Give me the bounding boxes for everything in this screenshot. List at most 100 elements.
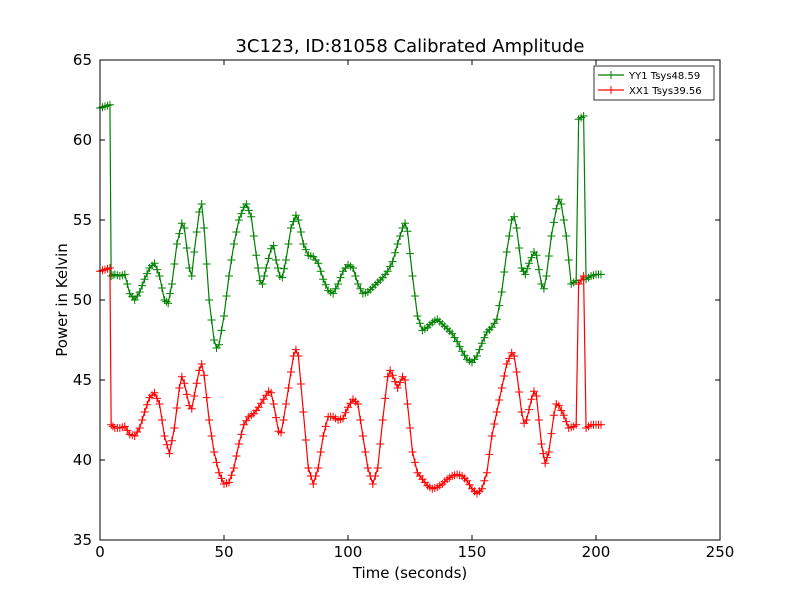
data-point bbox=[296, 228, 305, 236]
data-point bbox=[249, 232, 258, 240]
data-point bbox=[544, 252, 553, 260]
data-point bbox=[480, 476, 489, 485]
data-point bbox=[562, 232, 571, 240]
data-point bbox=[542, 272, 551, 280]
data-point bbox=[543, 453, 552, 462]
data-point bbox=[165, 449, 174, 458]
data-point bbox=[517, 264, 526, 272]
data-point bbox=[596, 420, 605, 429]
data-point bbox=[361, 448, 370, 456]
data-point bbox=[572, 420, 581, 429]
data-point bbox=[552, 204, 561, 213]
data-point bbox=[200, 371, 209, 380]
data-point bbox=[242, 200, 251, 208]
data-point bbox=[309, 480, 318, 488]
data-point bbox=[527, 253, 536, 262]
data-point bbox=[408, 448, 417, 456]
data-point bbox=[403, 400, 412, 408]
data-point bbox=[319, 432, 328, 440]
data-point bbox=[495, 301, 504, 310]
data-point bbox=[383, 372, 392, 381]
data-point bbox=[177, 372, 186, 381]
data-point bbox=[202, 260, 211, 268]
data-point bbox=[455, 342, 464, 351]
data-point bbox=[495, 396, 504, 404]
data-point bbox=[398, 224, 407, 232]
data-point bbox=[393, 240, 402, 248]
data-point bbox=[510, 352, 519, 360]
data-point bbox=[356, 416, 365, 424]
data-point bbox=[559, 216, 568, 224]
data-point bbox=[264, 254, 273, 263]
data-point bbox=[388, 371, 397, 380]
data-point bbox=[153, 265, 162, 274]
series-0 bbox=[96, 100, 605, 367]
data-point bbox=[358, 432, 367, 440]
data-point bbox=[517, 408, 526, 416]
data-point bbox=[167, 280, 176, 288]
data-point bbox=[525, 259, 534, 268]
data-point bbox=[197, 200, 206, 208]
data-point bbox=[269, 241, 278, 250]
data-point bbox=[180, 224, 189, 232]
data-point bbox=[172, 240, 181, 248]
data-point bbox=[368, 480, 377, 488]
data-point bbox=[492, 408, 501, 416]
data-point bbox=[391, 248, 400, 257]
y-tick-label: 55 bbox=[73, 211, 92, 229]
data-point bbox=[408, 272, 417, 280]
data-point bbox=[530, 387, 538, 396]
data-point bbox=[537, 280, 546, 288]
legend-marker bbox=[607, 86, 615, 94]
data-point bbox=[557, 406, 566, 415]
legend-label: YY1 Tsys48.59 bbox=[628, 71, 700, 82]
data-point bbox=[107, 272, 116, 280]
data-point bbox=[291, 211, 300, 220]
data-point bbox=[252, 251, 261, 260]
data-point bbox=[356, 284, 365, 293]
data-point bbox=[170, 260, 179, 268]
data-point bbox=[175, 384, 184, 392]
data-point bbox=[187, 272, 196, 280]
x-tick-label: 200 bbox=[582, 543, 611, 561]
data-point bbox=[336, 273, 345, 282]
data-point bbox=[224, 478, 233, 487]
data-point bbox=[237, 209, 246, 218]
data-point bbox=[105, 264, 114, 272]
data-point bbox=[291, 345, 300, 354]
data-point bbox=[515, 388, 524, 396]
data-point bbox=[393, 384, 402, 392]
data-point bbox=[549, 218, 558, 227]
data-point bbox=[262, 264, 271, 272]
data-point bbox=[269, 400, 278, 408]
data-point bbox=[282, 256, 290, 264]
data-point bbox=[286, 224, 295, 232]
data-point bbox=[500, 268, 509, 276]
data-point bbox=[559, 411, 568, 420]
legend-label: XX1 Tsys39.56 bbox=[629, 86, 702, 97]
data-point bbox=[185, 264, 194, 272]
data-point bbox=[410, 458, 419, 467]
data-point bbox=[278, 273, 287, 282]
data-point bbox=[160, 296, 169, 304]
data-point bbox=[544, 448, 553, 456]
x-tick-label: 100 bbox=[334, 543, 363, 561]
data-point bbox=[321, 280, 330, 289]
data-point bbox=[177, 219, 186, 228]
data-point bbox=[284, 240, 293, 248]
data-point bbox=[363, 464, 372, 472]
data-point bbox=[532, 392, 541, 400]
data-point bbox=[267, 388, 276, 397]
data-point bbox=[143, 269, 152, 278]
data-point bbox=[406, 249, 414, 258]
data-point bbox=[212, 458, 221, 467]
data-point bbox=[406, 424, 414, 432]
data-point bbox=[477, 484, 486, 493]
data-point bbox=[289, 217, 298, 226]
data-point bbox=[195, 208, 204, 216]
data-point bbox=[502, 248, 511, 256]
x-tick-label: 150 bbox=[458, 543, 487, 561]
legend-marker bbox=[607, 71, 615, 79]
data-point bbox=[512, 368, 521, 376]
data-point bbox=[234, 216, 243, 224]
